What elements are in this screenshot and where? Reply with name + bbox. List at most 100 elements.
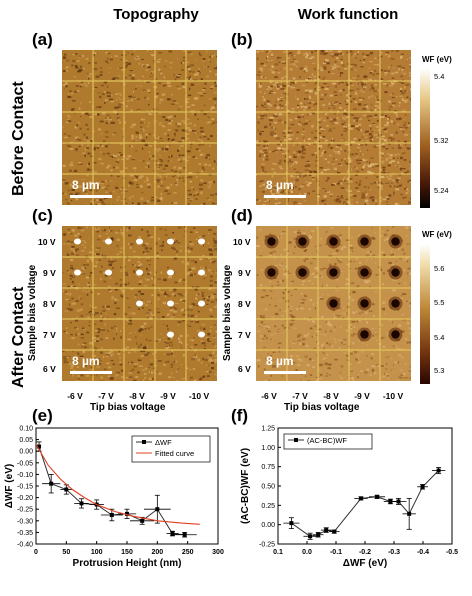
sample-bias-tick-d: 9 V xyxy=(238,268,251,278)
y-tick-label: -0.15 xyxy=(17,484,33,491)
column-title-topography: Topography xyxy=(113,6,199,23)
data-point xyxy=(436,468,441,473)
topography-before-image xyxy=(62,50,217,205)
legend-marker xyxy=(142,440,146,444)
sample-bias-axis-label-d: Sample bias voltage xyxy=(222,264,233,361)
topography-after-image xyxy=(62,226,217,381)
scale-bar-d xyxy=(264,371,306,374)
legend-label: Fitted curve xyxy=(155,449,194,458)
protrusion-dot xyxy=(198,269,205,276)
data-point xyxy=(37,444,42,449)
colorbar-d-tick: 5.6 xyxy=(434,264,445,273)
protrusion-dot xyxy=(105,238,112,245)
colorbar-d xyxy=(420,244,430,384)
data-point xyxy=(64,487,69,492)
work-function-before-image xyxy=(256,50,411,205)
scale-bar-label-c: 8 µm xyxy=(72,354,100,368)
y-axis-label: (AC-BC)WF (eV) xyxy=(240,448,251,524)
legend-marker xyxy=(294,438,298,442)
protrusion-dot xyxy=(198,238,205,245)
x-tick-label: 100 xyxy=(91,549,103,556)
y-tick-label: -0.05 xyxy=(17,460,33,467)
wf-spot xyxy=(298,268,307,277)
panel-label-a: (a) xyxy=(32,30,53,49)
wf-spot xyxy=(391,330,400,339)
y-tick-label: 0.00 xyxy=(261,522,275,529)
data-series-line xyxy=(291,470,439,537)
fitted-curve-line xyxy=(35,443,200,525)
colorbar-b xyxy=(420,68,430,208)
sample-bias-tick-c: 8 V xyxy=(43,299,56,309)
protrusion-dot xyxy=(167,238,174,245)
y-tick-label: -0.30 xyxy=(17,518,33,525)
tip-bias-tick-c: -7 V xyxy=(98,391,114,401)
colorbar-b-tick: 5.24 xyxy=(434,186,449,195)
protrusion-dot xyxy=(167,331,174,338)
panel-label-d: (d) xyxy=(231,206,253,225)
x-tick-label: 150 xyxy=(121,549,133,556)
colorbar-d-tick: 5.4 xyxy=(434,333,445,342)
protrusion-dot xyxy=(198,300,205,307)
wf-spot xyxy=(360,268,369,277)
sample-bias-tick-d: 6 V xyxy=(238,364,251,374)
sample-bias-axis-label-c: Sample bias voltage xyxy=(27,264,38,361)
tip-bias-axis-label-c: Tip bias voltage xyxy=(90,402,166,413)
scale-bar-a xyxy=(70,195,112,198)
data-point xyxy=(109,513,114,517)
tip-bias-tick-c: -10 V xyxy=(188,391,210,401)
map-background xyxy=(62,50,217,205)
legend-label: ΔWF xyxy=(155,438,172,447)
y-tick-label: -0.20 xyxy=(17,495,33,502)
y-tick-label: -0.10 xyxy=(17,472,33,479)
topography-after-map: 8 µm xyxy=(62,226,217,381)
x-tick-label: -0.4 xyxy=(417,549,429,556)
x-tick-label: 50 xyxy=(62,549,70,556)
data-point xyxy=(79,501,84,506)
sample-bias-tick-d: 10 V xyxy=(233,237,251,247)
y-tick-label: 0.00 xyxy=(19,449,33,456)
data-point xyxy=(155,507,160,512)
data-point xyxy=(49,481,54,486)
map-grid xyxy=(62,50,217,205)
data-point xyxy=(420,484,425,489)
y-tick-label: 0.50 xyxy=(261,484,275,491)
x-tick-label: 0.0 xyxy=(302,549,312,556)
tip-bias-tick-d: -6 V xyxy=(261,391,277,401)
topography-before-map: 8 µm xyxy=(62,50,217,205)
wf-spot xyxy=(329,237,338,246)
sample-bias-tick-c: 10 V xyxy=(38,237,56,247)
y-tick-label: 1.25 xyxy=(261,426,275,433)
tip-bias-axis-label-d: Tip bias voltage xyxy=(284,402,360,413)
x-tick-label: 200 xyxy=(151,549,163,556)
sample-bias-tick-c: 9 V xyxy=(43,268,56,278)
map-background xyxy=(256,50,411,205)
map-grid xyxy=(256,226,411,381)
sample-bias-tick-c: 6 V xyxy=(43,364,56,374)
wf-spot xyxy=(391,299,400,308)
data-point xyxy=(289,521,294,526)
map-grid xyxy=(256,50,411,205)
x-tick-label: -0.1 xyxy=(330,549,342,556)
panel-label-e: (e) xyxy=(32,406,53,425)
protrusion-dot xyxy=(105,269,112,276)
map-texture xyxy=(62,50,217,205)
map-grid xyxy=(62,226,217,381)
x-tick-label: 0 xyxy=(34,549,38,556)
x-axis-label: ΔWF (eV) xyxy=(343,558,387,569)
data-point xyxy=(140,518,145,523)
y-tick-label: 1.00 xyxy=(261,445,275,452)
wf-spot xyxy=(267,268,276,277)
data-point xyxy=(407,511,412,516)
scale-bar-label-d: 8 µm xyxy=(266,354,294,368)
work-function-after-image xyxy=(256,226,411,381)
wf-spot xyxy=(360,299,369,308)
colorbar-b-tick: 5.4 xyxy=(434,72,445,81)
tip-bias-tick-d: -8 V xyxy=(323,391,339,401)
protrusion-dot xyxy=(167,300,174,307)
protrusion-dot xyxy=(136,269,143,276)
colorbar-b-title: WF (eV) xyxy=(422,55,452,64)
tip-bias-tick-d: -9 V xyxy=(354,391,370,401)
data-point xyxy=(375,494,380,499)
y-tick-label: 0.10 xyxy=(19,426,33,433)
sample-bias-tick-d: 7 V xyxy=(238,330,251,340)
